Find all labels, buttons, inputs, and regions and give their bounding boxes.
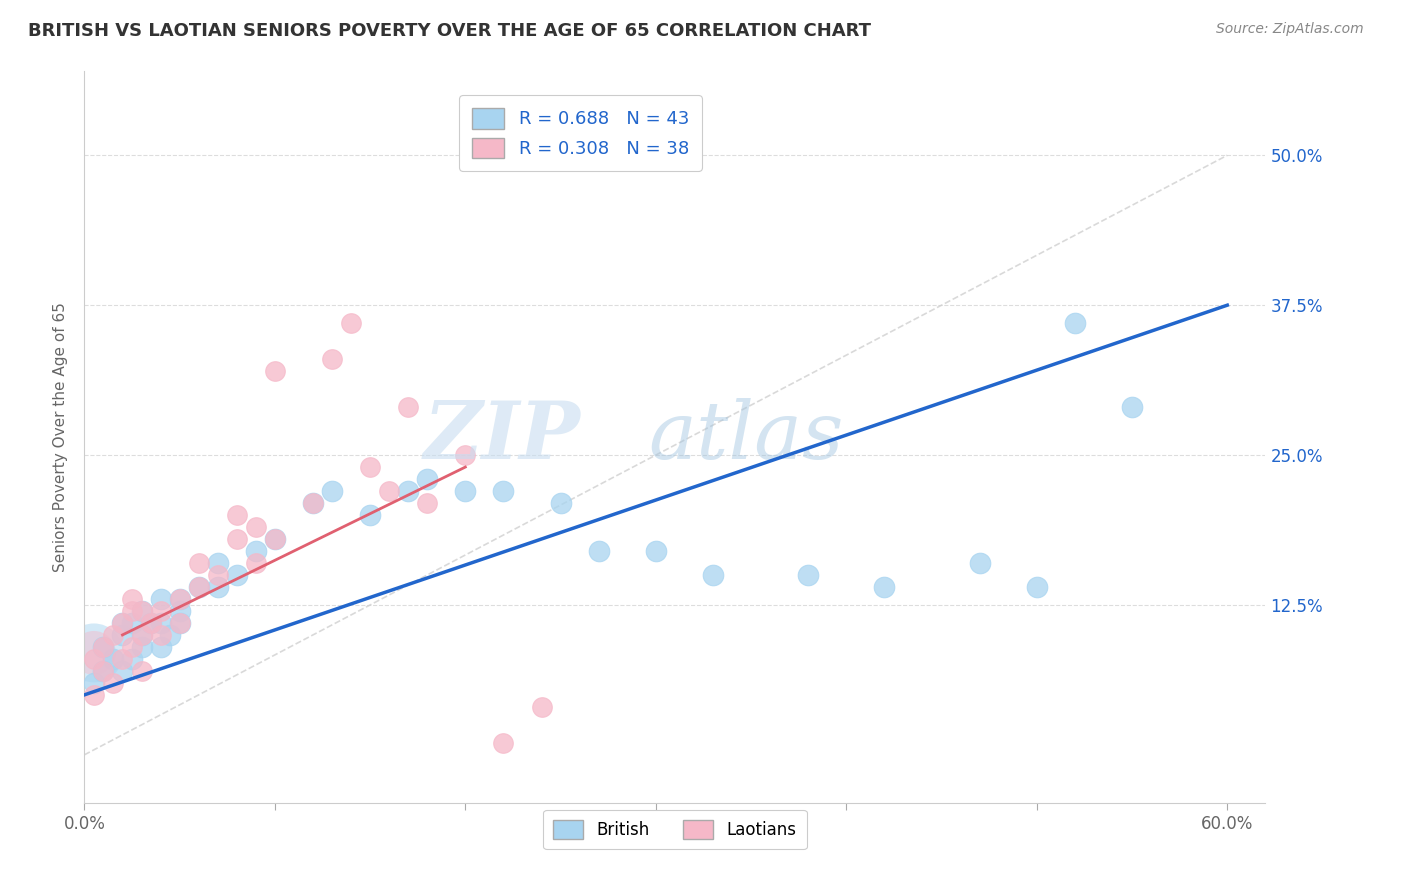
Point [121, 640, 143, 654]
Point [644, 544, 666, 558]
Point [702, 568, 724, 582]
Point [131, 640, 153, 654]
Point [873, 580, 896, 594]
Point [121, 591, 143, 606]
Point [83, 646, 105, 660]
Point [207, 556, 229, 570]
Point [302, 496, 325, 510]
Point [454, 483, 477, 498]
Point [396, 400, 419, 414]
Point [149, 604, 172, 618]
Y-axis label: Seniors Poverty Over the Age of 65: Seniors Poverty Over the Age of 65 [52, 302, 67, 572]
Point [131, 604, 153, 618]
Point [225, 508, 247, 522]
Point [207, 580, 229, 594]
Point [245, 544, 267, 558]
Point [169, 591, 191, 606]
Point [93, 640, 115, 654]
Point [378, 483, 401, 498]
Point [131, 628, 153, 642]
Point [149, 640, 172, 654]
Point [139, 615, 162, 630]
Point [969, 556, 991, 570]
Point [111, 615, 134, 630]
Point [263, 364, 285, 378]
Point [149, 591, 172, 606]
Point [83, 688, 105, 702]
Point [83, 652, 105, 666]
Point [131, 664, 153, 678]
Point [340, 316, 363, 330]
Point [121, 604, 143, 618]
Point [359, 508, 381, 522]
Point [111, 628, 134, 642]
Text: BRITISH VS LAOTIAN SENIORS POVERTY OVER THE AGE OF 65 CORRELATION CHART: BRITISH VS LAOTIAN SENIORS POVERTY OVER … [28, 22, 872, 40]
Point [169, 615, 191, 630]
Point [111, 664, 134, 678]
Point [1025, 580, 1047, 594]
Point [111, 615, 134, 630]
Point [492, 483, 515, 498]
Point [169, 604, 191, 618]
Point [83, 676, 105, 690]
Text: Source: ZipAtlas.com: Source: ZipAtlas.com [1216, 22, 1364, 37]
Point [263, 532, 285, 546]
Point [359, 460, 381, 475]
Point [1064, 316, 1087, 330]
Point [93, 664, 115, 678]
Point [169, 615, 191, 630]
Point [83, 646, 105, 660]
Point [321, 352, 343, 367]
Point [225, 532, 247, 546]
Point [131, 628, 153, 642]
Point [454, 448, 477, 462]
Point [101, 652, 124, 666]
Point [321, 483, 343, 498]
Point [93, 664, 115, 678]
Point [139, 615, 162, 630]
Point [149, 615, 172, 630]
Point [302, 496, 325, 510]
Point [588, 544, 610, 558]
Point [530, 699, 553, 714]
Point [492, 736, 515, 750]
Point [225, 568, 247, 582]
Point [121, 652, 143, 666]
Point [101, 676, 124, 690]
Point [187, 580, 209, 594]
Point [245, 556, 267, 570]
Point [111, 652, 134, 666]
Text: atlas: atlas [648, 399, 844, 475]
Point [416, 496, 439, 510]
Point [149, 628, 172, 642]
Point [187, 580, 209, 594]
Point [131, 604, 153, 618]
Point [121, 615, 143, 630]
Point [550, 496, 572, 510]
Legend: British, Laotians: British, Laotians [543, 810, 807, 849]
Point [245, 520, 267, 534]
Point [797, 568, 820, 582]
Point [159, 628, 181, 642]
Point [207, 568, 229, 582]
Point [187, 556, 209, 570]
Point [1121, 400, 1143, 414]
Point [416, 472, 439, 486]
Point [101, 628, 124, 642]
Point [263, 532, 285, 546]
Point [169, 591, 191, 606]
Point [93, 640, 115, 654]
Text: ZIP: ZIP [423, 399, 581, 475]
Point [396, 483, 419, 498]
